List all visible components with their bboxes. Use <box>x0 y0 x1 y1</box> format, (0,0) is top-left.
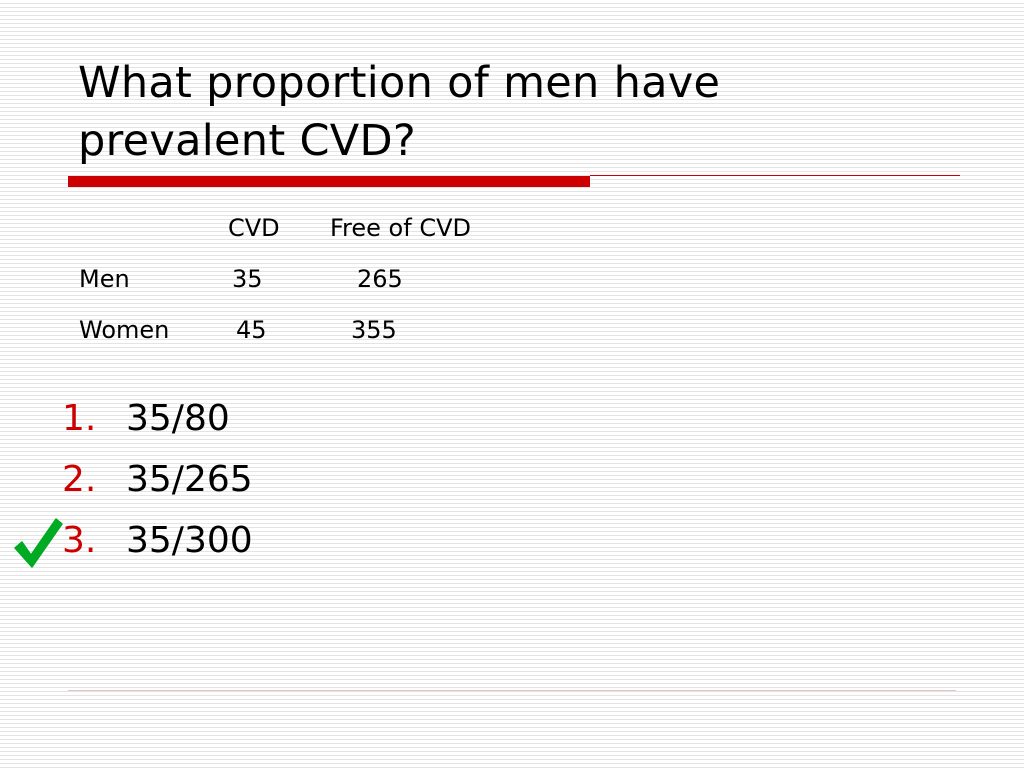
answer-number-3: 3. <box>62 520 97 561</box>
table-header-cvd: CVD <box>228 214 280 242</box>
table-cell-men-cvd: 35 <box>232 265 263 293</box>
table-row-label-women: Women <box>79 316 170 344</box>
answer-text-1: 35/80 <box>126 398 230 439</box>
slide-title: What proportion of men have prevalent CV… <box>78 54 958 170</box>
answer-list: 1. 35/80 2. 35/265 3. 35/300 <box>62 390 253 573</box>
slide-title-line-1: What proportion of men have <box>78 58 721 108</box>
table-row-label-men: Men <box>79 265 130 293</box>
table-header-free-of-cvd: Free of CVD <box>330 214 471 242</box>
answer-option-2: 2. 35/265 <box>62 451 253 512</box>
checkmark-icon <box>14 518 63 568</box>
table-cell-women-cvd: 45 <box>236 316 267 344</box>
table-cell-women-free: 355 <box>351 316 397 344</box>
slide-title-line-2: prevalent CVD? <box>78 116 417 166</box>
answer-text-2: 35/265 <box>126 459 253 500</box>
title-underline-thin <box>590 175 960 176</box>
answer-number-2: 2. <box>62 459 97 500</box>
answer-option-1: 1. 35/80 <box>62 390 253 451</box>
answer-option-3: 3. 35/300 <box>62 512 253 573</box>
footer-divider <box>68 690 956 691</box>
answer-number-1: 1. <box>62 398 97 439</box>
answer-text-3: 35/300 <box>126 520 253 561</box>
table-cell-men-free: 265 <box>357 265 403 293</box>
title-underline-thick <box>68 176 590 187</box>
